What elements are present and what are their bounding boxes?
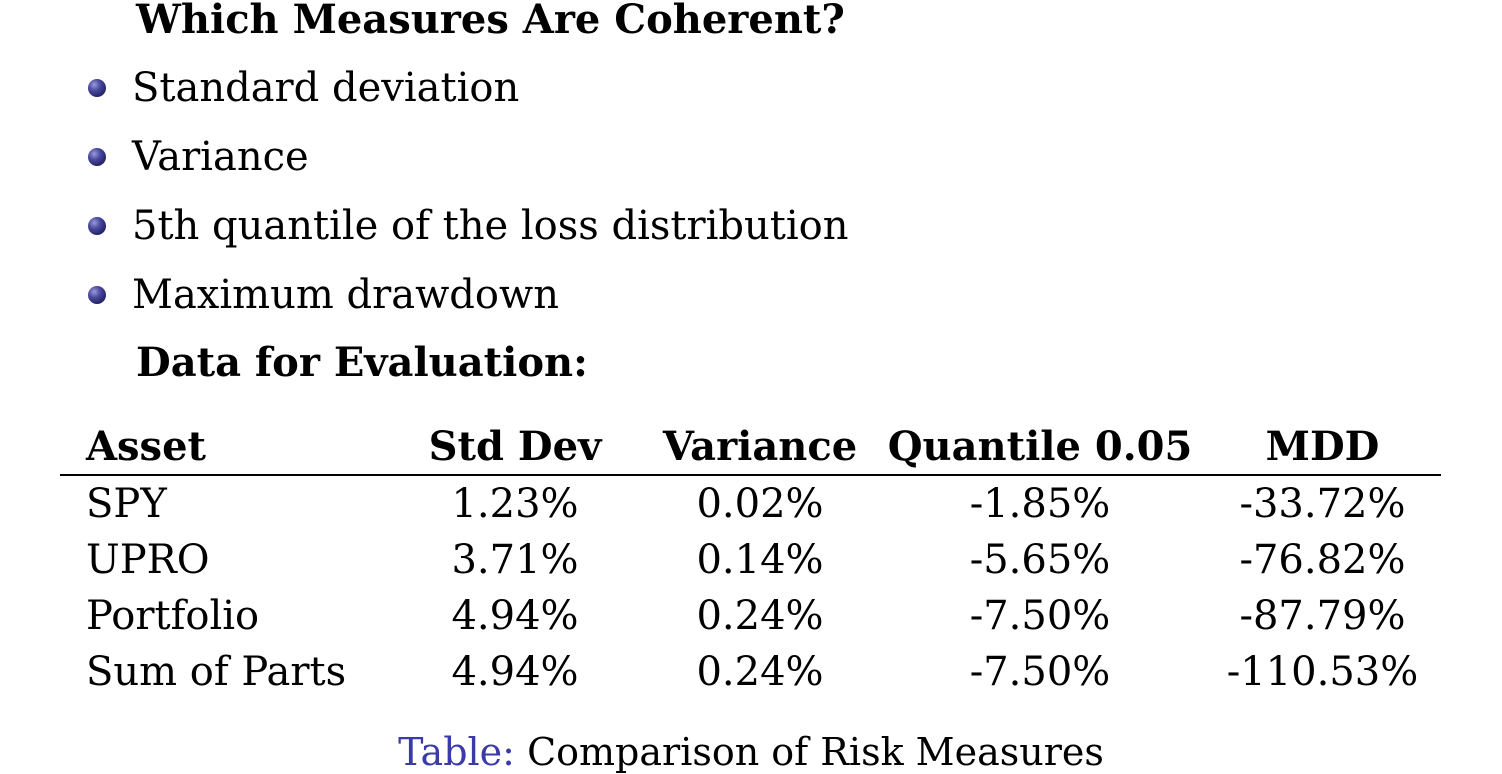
table-row: UPRO 3.71% 0.14% -5.65% -76.82% [60,532,1441,588]
risk-measures-table: Asset Std Dev Variance Quantile 0.05 MDD… [60,418,1441,700]
header-quantile: Quantile 0.05 [887,422,1193,470]
cell-asset: SPY [86,481,167,527]
cell-quantile: -1.85% [969,481,1111,527]
bullet-icon [88,148,106,166]
list-item-text: Standard deviation [132,65,520,111]
table-row: Sum of Parts 4.94% 0.24% -7.50% -110.53% [60,644,1441,700]
cell-std-dev: 4.94% [451,593,579,639]
header-std-dev: Std Dev [428,422,602,470]
bullet-icon [88,79,106,97]
cell-asset: Sum of Parts [86,649,347,695]
cell-std-dev: 4.94% [451,649,579,695]
caption-label: Table: [398,730,515,774]
measures-heading: Which Measures Are Coherent? [136,0,845,43]
bullet-icon [88,286,106,304]
header-asset: Asset [86,422,206,470]
bullet-icon [88,217,106,235]
table-header-row: Asset Std Dev Variance Quantile 0.05 MDD [60,418,1441,475]
cell-std-dev: 1.23% [451,481,579,527]
cell-variance: 0.24% [696,593,824,639]
table-row: Portfolio 4.94% 0.24% -7.50% -87.79% [60,588,1441,644]
cell-mdd: -87.79% [1239,593,1406,639]
cell-quantile: -7.50% [969,593,1111,639]
cell-variance: 0.02% [696,481,824,527]
cell-asset: UPRO [86,537,210,583]
header-mdd: MDD [1265,422,1380,470]
header-variance: Variance [662,422,858,470]
table-row: SPY 1.23% 0.02% -1.85% -33.72% [60,475,1441,532]
list-item-text: Maximum drawdown [132,272,559,318]
cell-variance: 0.24% [696,649,824,695]
cell-variance: 0.14% [696,537,824,583]
cell-quantile: -5.65% [969,537,1111,583]
cell-asset: Portfolio [86,593,260,639]
caption-text: Comparison of Risk Measures [527,730,1104,774]
table-caption: Table: Comparison of Risk Measures [0,730,1502,774]
cell-mdd: -76.82% [1239,537,1406,583]
data-heading: Data for Evaluation: [136,339,588,386]
cell-std-dev: 3.71% [451,537,579,583]
list-item-text: 5th quantile of the loss distribution [132,203,849,249]
list-item-text: Variance [132,134,309,180]
cell-mdd: -33.72% [1239,481,1406,527]
cell-mdd: -110.53% [1226,649,1419,695]
cell-quantile: -7.50% [969,649,1111,695]
